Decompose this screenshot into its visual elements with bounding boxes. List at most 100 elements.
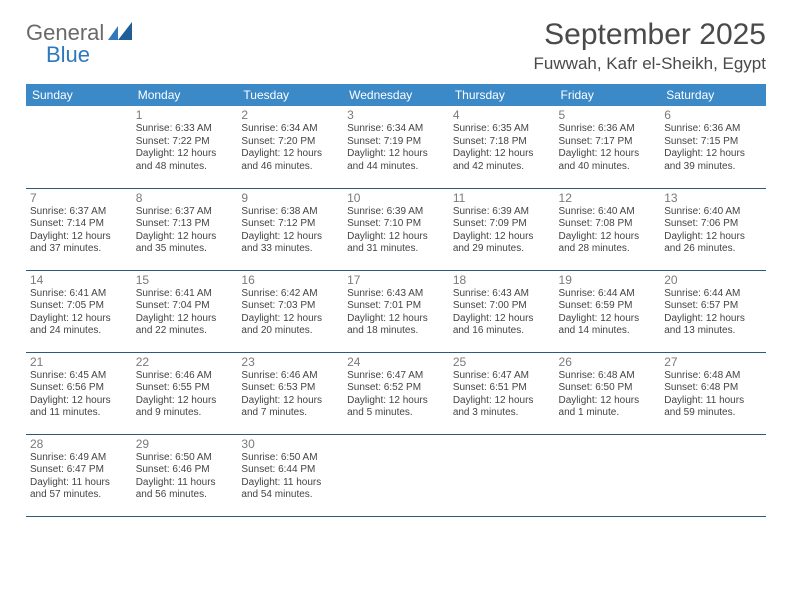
day-number: 19 — [559, 273, 657, 287]
day-cell: 10Sunrise: 6:39 AMSunset: 7:10 PMDayligh… — [343, 188, 449, 270]
day-sunrise: Sunrise: 6:48 AM — [664, 370, 762, 383]
day-day2: and 11 minutes. — [30, 407, 128, 420]
day-number: 27 — [664, 355, 762, 369]
day-cell: 9Sunrise: 6:38 AMSunset: 7:12 PMDaylight… — [237, 188, 343, 270]
day-sunset: Sunset: 7:17 PM — [559, 136, 657, 149]
day-number: 22 — [136, 355, 234, 369]
day-day1: Daylight: 12 hours — [241, 148, 339, 161]
col-saturday: Saturday — [660, 84, 766, 106]
day-day1: Daylight: 12 hours — [347, 231, 445, 244]
day-day1: Daylight: 12 hours — [664, 231, 762, 244]
day-sunrise: Sunrise: 6:47 AM — [453, 370, 551, 383]
day-cell: 13Sunrise: 6:40 AMSunset: 7:06 PMDayligh… — [660, 188, 766, 270]
day-sunset: Sunset: 6:57 PM — [664, 300, 762, 313]
day-day1: Daylight: 12 hours — [30, 313, 128, 326]
logo-text-2: Blue — [46, 44, 134, 66]
day-cell: 6Sunrise: 6:36 AMSunset: 7:15 PMDaylight… — [660, 106, 766, 188]
day-sunset: Sunset: 7:18 PM — [453, 136, 551, 149]
day-day2: and 54 minutes. — [241, 489, 339, 502]
week-row: 21Sunrise: 6:45 AMSunset: 6:56 PMDayligh… — [26, 352, 766, 434]
page-header: General Blue September 2025 Fuwwah, Kafr… — [26, 18, 766, 74]
day-day1: Daylight: 12 hours — [559, 148, 657, 161]
day-day2: and 9 minutes. — [136, 407, 234, 420]
day-day1: Daylight: 12 hours — [136, 148, 234, 161]
day-cell: 12Sunrise: 6:40 AMSunset: 7:08 PMDayligh… — [555, 188, 661, 270]
day-cell: 7Sunrise: 6:37 AMSunset: 7:14 PMDaylight… — [26, 188, 132, 270]
day-sunset: Sunset: 7:12 PM — [241, 218, 339, 231]
day-sunrise: Sunrise: 6:37 AM — [30, 206, 128, 219]
day-day2: and 3 minutes. — [453, 407, 551, 420]
day-sunset: Sunset: 7:05 PM — [30, 300, 128, 313]
col-tuesday: Tuesday — [237, 84, 343, 106]
day-day2: and 18 minutes. — [347, 325, 445, 338]
day-sunset: Sunset: 7:04 PM — [136, 300, 234, 313]
day-sunrise: Sunrise: 6:36 AM — [559, 123, 657, 136]
day-day2: and 46 minutes. — [241, 161, 339, 174]
day-number: 13 — [664, 191, 762, 205]
day-sunset: Sunset: 7:09 PM — [453, 218, 551, 231]
day-day1: Daylight: 11 hours — [136, 477, 234, 490]
day-number: 26 — [559, 355, 657, 369]
day-number: 3 — [347, 108, 445, 122]
day-day2: and 44 minutes. — [347, 161, 445, 174]
day-number: 1 — [136, 108, 234, 122]
day-sunrise: Sunrise: 6:43 AM — [453, 288, 551, 301]
day-day1: Daylight: 12 hours — [241, 395, 339, 408]
day-sunrise: Sunrise: 6:46 AM — [241, 370, 339, 383]
day-day1: Daylight: 12 hours — [453, 395, 551, 408]
day-number: 4 — [453, 108, 551, 122]
day-cell — [26, 106, 132, 188]
day-number: 28 — [30, 437, 128, 451]
day-number: 29 — [136, 437, 234, 451]
day-cell: 15Sunrise: 6:41 AMSunset: 7:04 PMDayligh… — [132, 270, 238, 352]
day-day2: and 16 minutes. — [453, 325, 551, 338]
day-day1: Daylight: 12 hours — [30, 231, 128, 244]
day-day1: Daylight: 11 hours — [30, 477, 128, 490]
day-number: 2 — [241, 108, 339, 122]
day-cell: 25Sunrise: 6:47 AMSunset: 6:51 PMDayligh… — [449, 352, 555, 434]
day-sunrise: Sunrise: 6:36 AM — [664, 123, 762, 136]
logo-text-1: General — [26, 22, 104, 44]
day-day1: Daylight: 12 hours — [664, 148, 762, 161]
day-day2: and 35 minutes. — [136, 243, 234, 256]
day-sunset: Sunset: 6:52 PM — [347, 382, 445, 395]
day-sunrise: Sunrise: 6:39 AM — [347, 206, 445, 219]
day-day2: and 7 minutes. — [241, 407, 339, 420]
day-cell: 4Sunrise: 6:35 AMSunset: 7:18 PMDaylight… — [449, 106, 555, 188]
day-day2: and 48 minutes. — [136, 161, 234, 174]
day-sunset: Sunset: 7:15 PM — [664, 136, 762, 149]
day-day2: and 59 minutes. — [664, 407, 762, 420]
day-number: 30 — [241, 437, 339, 451]
day-cell: 20Sunrise: 6:44 AMSunset: 6:57 PMDayligh… — [660, 270, 766, 352]
day-sunset: Sunset: 6:48 PM — [664, 382, 762, 395]
day-sunset: Sunset: 6:47 PM — [30, 464, 128, 477]
day-day1: Daylight: 12 hours — [664, 313, 762, 326]
day-day2: and 26 minutes. — [664, 243, 762, 256]
day-cell: 2Sunrise: 6:34 AMSunset: 7:20 PMDaylight… — [237, 106, 343, 188]
day-day2: and 20 minutes. — [241, 325, 339, 338]
day-cell: 11Sunrise: 6:39 AMSunset: 7:09 PMDayligh… — [449, 188, 555, 270]
day-cell: 17Sunrise: 6:43 AMSunset: 7:01 PMDayligh… — [343, 270, 449, 352]
day-number: 20 — [664, 273, 762, 287]
day-day2: and 22 minutes. — [136, 325, 234, 338]
day-sunset: Sunset: 6:59 PM — [559, 300, 657, 313]
day-sunrise: Sunrise: 6:50 AM — [241, 452, 339, 465]
day-number: 12 — [559, 191, 657, 205]
day-day2: and 24 minutes. — [30, 325, 128, 338]
day-number: 7 — [30, 191, 128, 205]
day-day2: and 31 minutes. — [347, 243, 445, 256]
day-sunset: Sunset: 6:56 PM — [30, 382, 128, 395]
day-sunrise: Sunrise: 6:41 AM — [30, 288, 128, 301]
day-sunrise: Sunrise: 6:48 AM — [559, 370, 657, 383]
day-day1: Daylight: 12 hours — [136, 313, 234, 326]
day-day1: Daylight: 12 hours — [559, 313, 657, 326]
col-thursday: Thursday — [449, 84, 555, 106]
day-number: 8 — [136, 191, 234, 205]
day-day1: Daylight: 12 hours — [241, 313, 339, 326]
day-day2: and 56 minutes. — [136, 489, 234, 502]
day-sunrise: Sunrise: 6:37 AM — [136, 206, 234, 219]
day-sunrise: Sunrise: 6:47 AM — [347, 370, 445, 383]
day-cell: 24Sunrise: 6:47 AMSunset: 6:52 PMDayligh… — [343, 352, 449, 434]
title-block: September 2025 Fuwwah, Kafr el-Sheikh, E… — [534, 18, 766, 74]
day-sunset: Sunset: 6:50 PM — [559, 382, 657, 395]
